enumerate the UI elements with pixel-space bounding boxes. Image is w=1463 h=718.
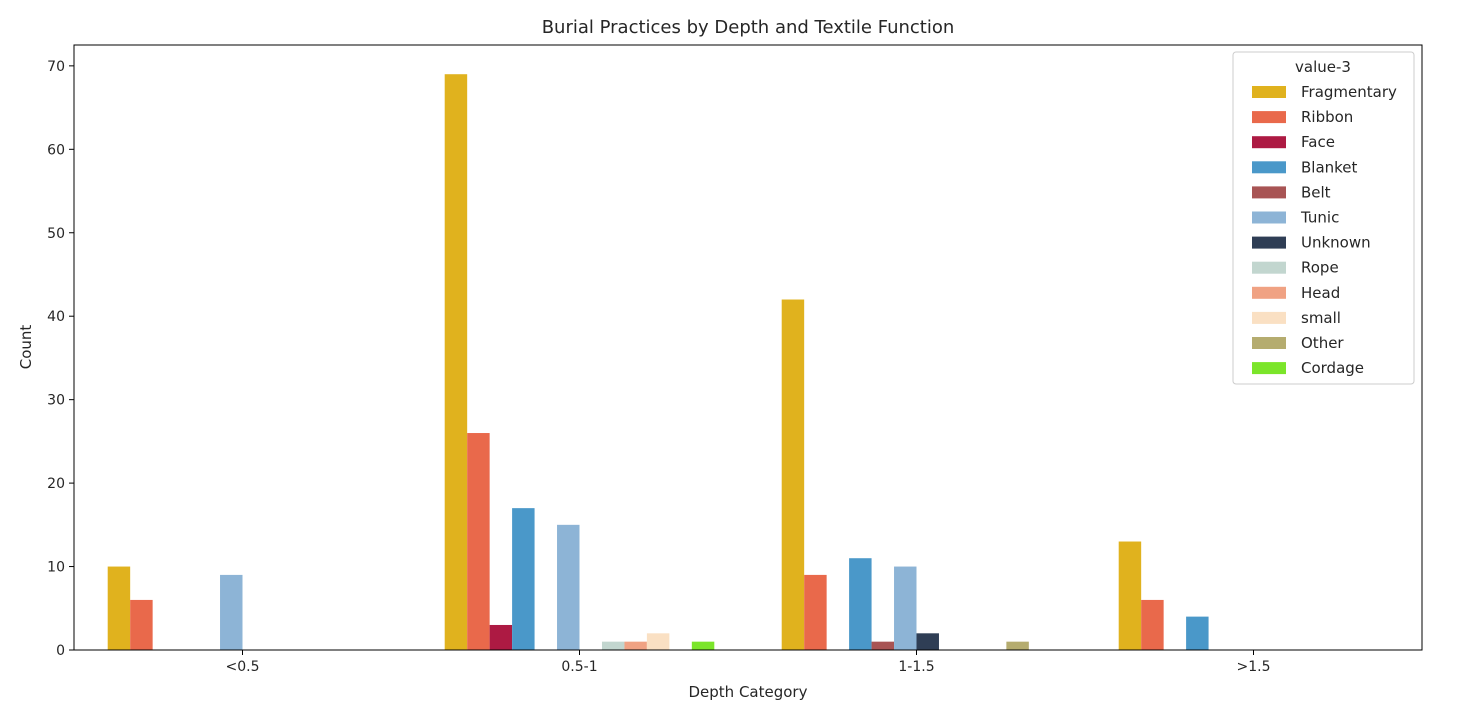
bar-tunic-1 — [557, 524, 580, 650]
x-tick-label: 0.5-1 — [561, 659, 597, 675]
legend-swatch-belt — [1252, 186, 1286, 199]
legend-swatch-head — [1252, 286, 1286, 299]
bar-small-1 — [646, 633, 670, 650]
legend-swatch-tunic — [1252, 211, 1286, 224]
legend: value-3 Fragmentary Ribbon Face Blanket Belt… — [1232, 51, 1415, 385]
bar-blanket-2 — [849, 558, 872, 650]
y-tick-label: 30 — [47, 393, 65, 409]
bar-tunic-0 — [220, 574, 243, 650]
x-tick-label: 1-1.5 — [898, 659, 934, 675]
bar-blanket-3 — [1186, 616, 1209, 650]
y-axis: 0 10 20 30 40 50 60 70 — [47, 59, 74, 659]
bar-ribbon-0 — [130, 599, 153, 650]
y-tick-label: 50 — [47, 226, 65, 242]
x-tick-label: <0.5 — [226, 659, 260, 675]
chart-title: Burial Practices by Depth and Textile Fu… — [542, 17, 955, 38]
legend-swatch-small — [1252, 311, 1286, 324]
legend-swatch-blanket — [1252, 161, 1286, 174]
legend-label-cordage: Cordage — [1301, 359, 1364, 377]
legend-swatch-other — [1252, 337, 1286, 349]
legend-swatch-unknown — [1252, 236, 1286, 249]
legend-frame — [1232, 51, 1415, 385]
legend-title: value-3 — [1295, 58, 1351, 76]
legend-label-belt: Belt — [1301, 183, 1331, 201]
y-tick-label: 10 — [47, 560, 65, 576]
plot-frame — [73, 44, 1423, 651]
bar-face-1 — [489, 624, 513, 650]
legend-swatch-rope — [1252, 261, 1286, 274]
legend-label-blanket: Blanket — [1301, 158, 1358, 176]
legend-label-head: Head — [1301, 284, 1340, 302]
bar-belt-2 — [871, 641, 895, 650]
bar-head-1 — [624, 641, 647, 650]
legend-swatch-cordage — [1252, 362, 1286, 375]
bar-cordage-1 — [691, 641, 715, 650]
y-tick-label: 70 — [47, 59, 65, 75]
x-axis: <0.5 0.5-1 1-1.5 >1.5 — [226, 650, 1271, 675]
bar-fragmentary-0 — [107, 566, 131, 650]
y-tick-label: 40 — [47, 309, 65, 325]
bar-tunic-2 — [894, 566, 917, 650]
bar-blanket-1 — [512, 508, 535, 650]
bar-rope-1 — [601, 641, 625, 650]
y-tick-label: 20 — [47, 476, 65, 492]
legend-label-face: Face — [1301, 133, 1335, 151]
legend-swatch-fragmentary — [1252, 86, 1286, 98]
bar-fragmentary-1 — [444, 74, 468, 650]
y-tick-label: 0 — [56, 643, 65, 659]
bar-ribbon-1 — [467, 433, 490, 650]
bar-unknown-2 — [916, 633, 939, 650]
legend-label-fragmentary: Fragmentary — [1301, 83, 1397, 101]
bar-ribbon-2 — [804, 574, 827, 650]
bar-fragmentary-3 — [1118, 541, 1142, 650]
x-axis-label: Depth Category — [689, 683, 808, 701]
bar-other-2 — [1006, 641, 1029, 650]
y-tick-label: 60 — [47, 142, 65, 158]
y-axis-label: Count — [17, 325, 35, 370]
bars-group — [107, 74, 1209, 650]
legend-label-other: Other — [1301, 334, 1344, 352]
legend-label-small: small — [1301, 309, 1341, 327]
x-tick-label: >1.5 — [1237, 659, 1271, 675]
legend-label-rope: Rope — [1301, 259, 1339, 277]
legend-swatch-face — [1252, 136, 1286, 149]
legend-label-ribbon: Ribbon — [1301, 108, 1353, 126]
legend-swatch-ribbon — [1252, 111, 1286, 124]
bar-fragmentary-2 — [781, 299, 805, 650]
legend-label-tunic: Tunic — [1300, 209, 1339, 227]
legend-label-unknown: Unknown — [1301, 234, 1371, 252]
legend-items: Fragmentary Ribbon Face Blanket Belt Tunic Unk… — [1252, 83, 1397, 377]
bar-ribbon-3 — [1141, 599, 1164, 650]
